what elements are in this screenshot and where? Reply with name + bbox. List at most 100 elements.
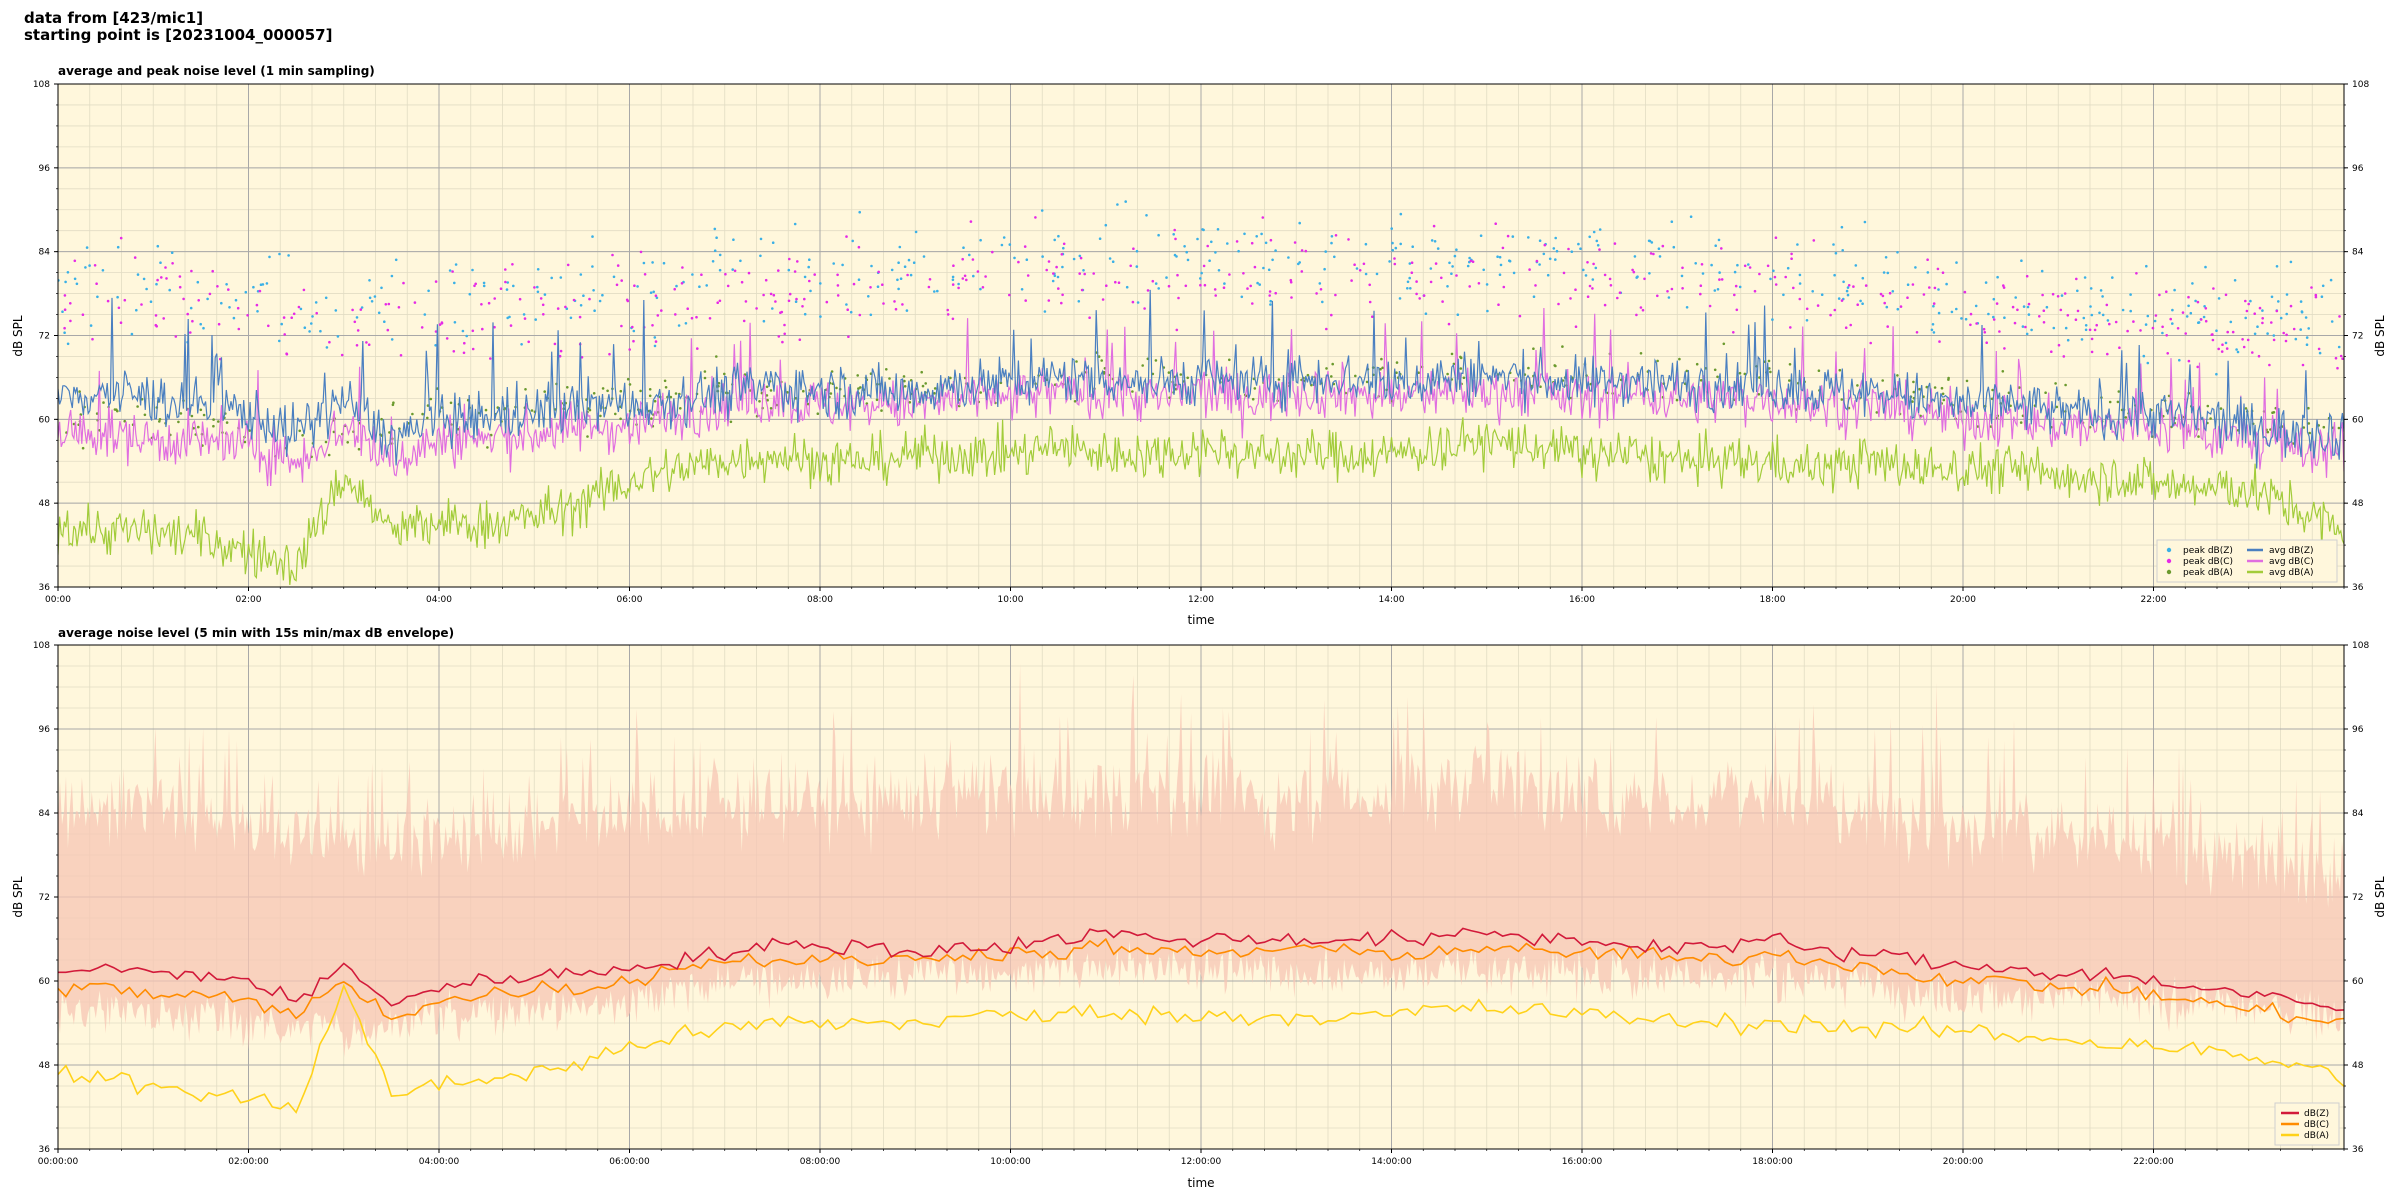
peak-point — [73, 259, 77, 263]
peak-point — [592, 289, 595, 292]
peak-point — [1832, 243, 1835, 246]
peak-point — [2013, 321, 2017, 325]
peak-point — [1410, 261, 1414, 265]
x-tick-label: 20:00:00 — [1943, 1157, 1984, 1167]
peak-point — [164, 266, 167, 269]
y-tick-label: 84 — [39, 248, 51, 258]
peak-point — [1983, 331, 1987, 334]
y-axis-label-2: dB SPL — [11, 876, 25, 918]
peak-point — [675, 284, 678, 288]
peak-point — [1289, 278, 1293, 282]
peak-point — [1788, 379, 1791, 382]
peak-point — [1675, 398, 1679, 402]
peak-point — [156, 278, 159, 282]
peak-point — [961, 277, 965, 280]
peak-point — [1395, 361, 1399, 364]
peak-point — [1013, 256, 1016, 260]
peak-point — [2270, 295, 2274, 299]
peak-point — [1753, 289, 1757, 293]
peak-point — [1771, 318, 1774, 321]
x-axis-label-2: time — [1187, 1176, 1214, 1190]
peak-point — [1811, 290, 1814, 293]
peak-point — [2285, 333, 2288, 337]
peak-point — [1569, 297, 1572, 300]
peak-point — [123, 298, 127, 302]
peak-point — [564, 305, 567, 309]
chart-title-1: average and peak noise level (1 min samp… — [58, 64, 375, 78]
peak-point — [1592, 230, 1596, 234]
peak-point — [421, 412, 424, 416]
peak-point — [582, 294, 585, 298]
peak-point — [1321, 300, 1324, 304]
peak-point — [1511, 235, 1515, 238]
peak-point — [1639, 352, 1643, 355]
peak-point — [684, 322, 688, 325]
peak-point — [1532, 295, 1536, 299]
peak-point — [1869, 341, 1872, 345]
peak-point — [1455, 274, 1458, 277]
peak-point — [116, 245, 120, 249]
peak-point — [1838, 368, 1842, 372]
peak-point — [2209, 417, 2212, 420]
peak-point — [2002, 286, 2006, 289]
peak-point — [1834, 251, 1838, 255]
peak-point — [759, 237, 763, 241]
peak-point — [648, 388, 652, 391]
peak-point — [1269, 238, 1273, 242]
peak-point — [1582, 268, 1585, 272]
peak-point — [1264, 241, 1268, 245]
peak-point — [1817, 369, 1821, 373]
peak-point — [2251, 351, 2254, 354]
peak-point — [1922, 293, 1926, 296]
y-tick-label: 84 — [39, 809, 51, 819]
peak-point — [66, 271, 70, 274]
peak-point — [365, 341, 368, 344]
peak-point — [178, 275, 182, 278]
peak-point — [832, 262, 835, 265]
peak-point — [758, 400, 761, 403]
peak-point — [619, 389, 623, 393]
peak-point — [434, 344, 437, 347]
peak-point — [1499, 263, 1503, 267]
peak-point — [1768, 367, 1771, 370]
peak-point — [220, 301, 223, 305]
peak-point — [2024, 325, 2027, 329]
peak-point — [857, 245, 861, 249]
peak-point — [2173, 288, 2176, 292]
data-layer-1 — [58, 200, 2344, 585]
peak-point — [63, 331, 66, 335]
peak-point — [154, 323, 158, 327]
y-tick-label-right: 36 — [2352, 583, 2364, 593]
peak-point — [2197, 435, 2200, 438]
y-axis-label-right-2: dB SPL — [2373, 876, 2387, 918]
peak-point — [310, 322, 313, 325]
peak-point — [380, 417, 383, 421]
peak-point — [1710, 263, 1713, 267]
peak-point — [1964, 317, 1968, 321]
peak-point — [2261, 321, 2264, 325]
peak-point — [1290, 296, 1293, 299]
peak-point — [1879, 292, 1883, 296]
peak-point — [1846, 286, 1850, 289]
peak-point — [1911, 400, 1914, 403]
x-tick-label: 10:00 — [998, 595, 1024, 605]
peak-point — [2169, 317, 2172, 321]
y-tick-label-right: 72 — [2352, 332, 2363, 342]
peak-point — [384, 303, 388, 306]
peak-point — [64, 280, 67, 284]
peak-point — [2093, 328, 2097, 332]
peak-point — [2211, 333, 2214, 336]
peak-point — [1358, 269, 1362, 272]
peak-point — [961, 257, 964, 261]
peak-point — [2317, 347, 2321, 351]
peak-point — [2003, 347, 2006, 350]
peak-point — [1422, 294, 1426, 297]
peak-point — [438, 323, 442, 326]
y-tick-label: 96 — [39, 725, 51, 735]
peak-point — [1269, 299, 1272, 303]
peak-point — [2292, 327, 2296, 331]
peak-point — [1451, 265, 1454, 268]
peak-point — [1025, 258, 1029, 262]
peak-point — [162, 317, 165, 320]
peak-point — [1319, 288, 1323, 291]
